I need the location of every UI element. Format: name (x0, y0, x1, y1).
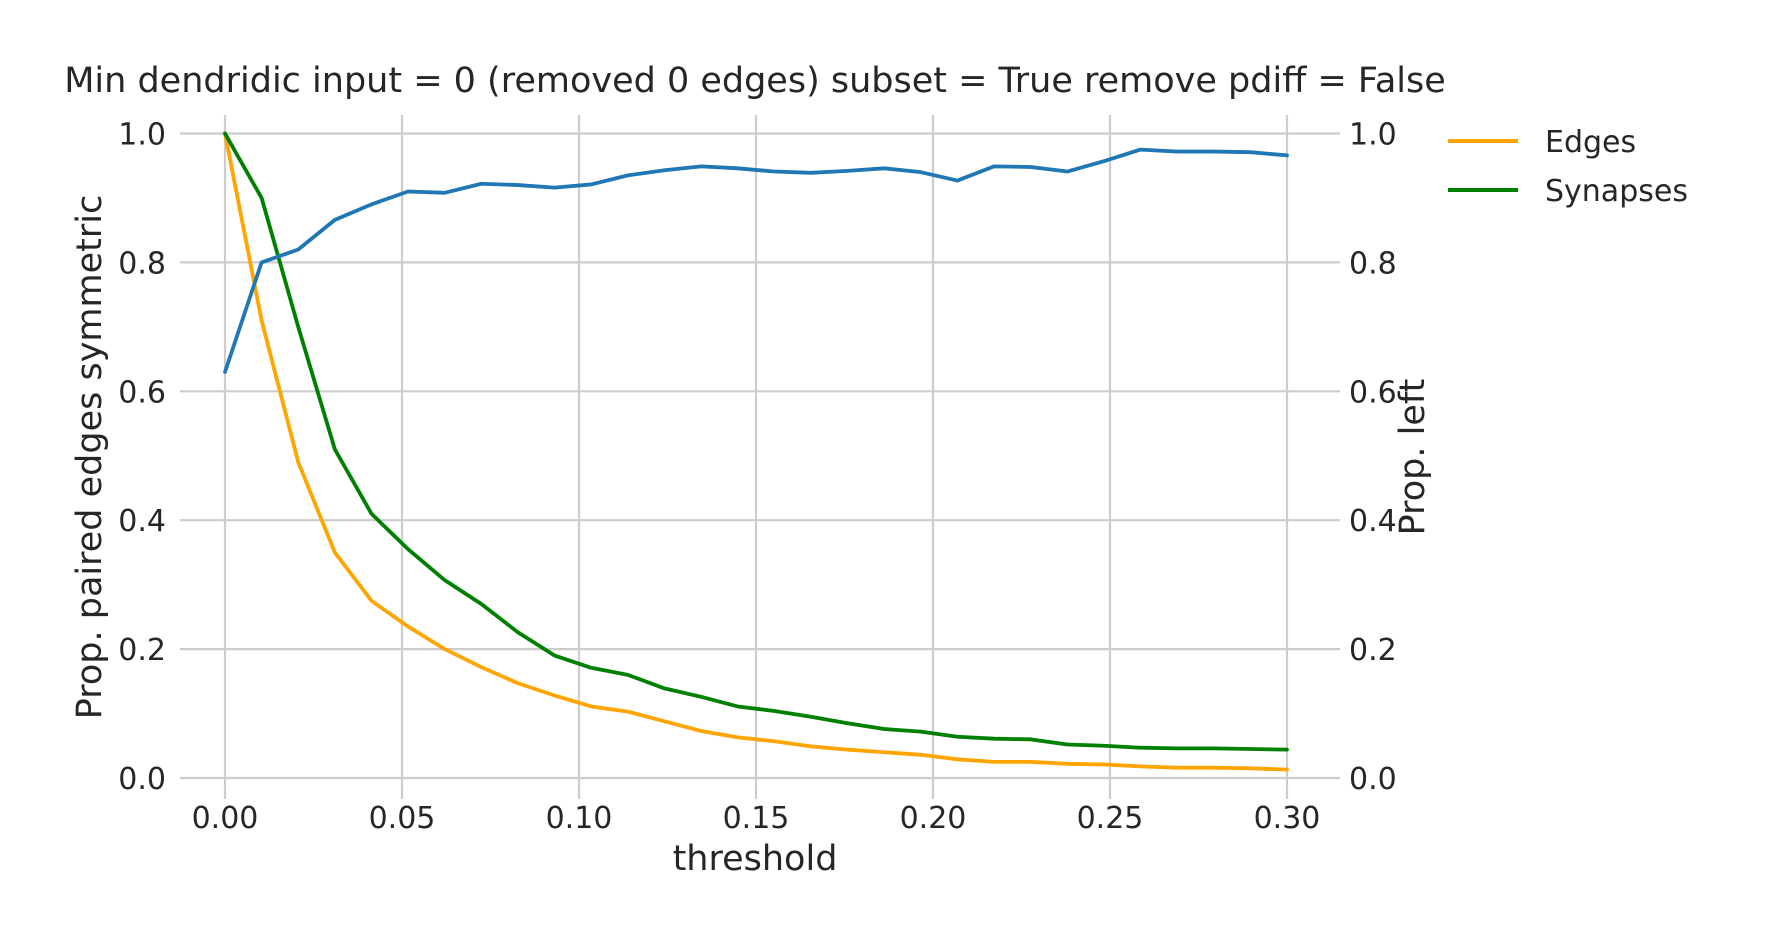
y-tick-label: 0.6 (118, 375, 166, 410)
y-tick-label: 0.8 (118, 246, 166, 281)
y-tick-label: 0.2 (118, 633, 166, 668)
series-line-synapses (223, 131, 1289, 752)
chart-title: Min dendridic input = 0 (removed 0 edges… (64, 61, 1446, 101)
series-lines (223, 131, 1289, 772)
y-tick-label: 1.0 (118, 118, 166, 153)
y2-tick-label: 0.0 (1349, 762, 1397, 797)
x-tick-label: 0.25 (1077, 801, 1144, 836)
series-line-edges (223, 131, 1289, 772)
x-tick-label: 0.15 (723, 801, 790, 836)
y2-tick-label: 0.4 (1349, 504, 1397, 539)
y-axis-label: Prop. paired edges symmetric (70, 195, 110, 720)
y-tick-label: 0.0 (118, 762, 166, 797)
y2-tick-label: 0.6 (1349, 375, 1397, 410)
y2-tick-label: 0.8 (1349, 246, 1397, 281)
legend-label-edges: Edges (1545, 125, 1636, 160)
x-tick-label: 0.20 (900, 801, 967, 836)
y-tick-label: 0.4 (118, 504, 166, 539)
grid (180, 115, 1340, 799)
y2-axis-label: Prop. left (1393, 379, 1433, 536)
y2-tick-label: 1.0 (1349, 118, 1397, 153)
x-tick-label: 0.05 (369, 801, 436, 836)
legend-label-synapses: Synapses (1545, 174, 1688, 209)
x-tick-label: 0.00 (192, 801, 259, 836)
x-tick-label: 0.10 (546, 801, 613, 836)
y2-tick-label: 0.2 (1349, 633, 1397, 668)
legend: Edges Synapses (1448, 125, 1688, 209)
series-line-prop-paired-edges-symmetric (223, 147, 1289, 374)
tick-labels: 0.00 0.05 0.10 0.15 0.20 0.25 0.30 0.0 0.2 0.4 0.6… (118, 118, 1396, 837)
x-tick-label: 0.30 (1254, 801, 1321, 836)
x-axis-label: threshold (673, 839, 838, 879)
